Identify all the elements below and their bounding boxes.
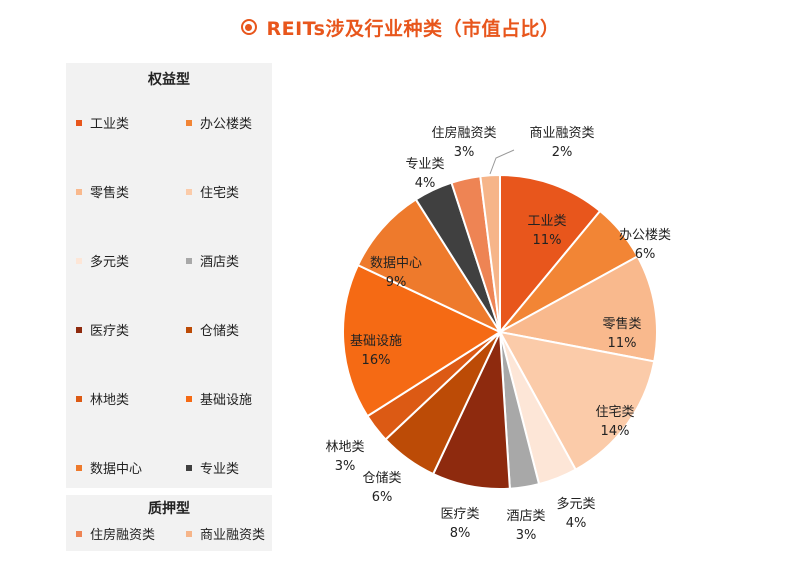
legend-label: 基础设施 xyxy=(200,393,253,408)
pie-slice xyxy=(499,173,602,335)
slice-category-label: 仓储类 xyxy=(362,471,401,486)
legend-equity-heading: 权益型 xyxy=(148,72,190,88)
slice-value-label: 3% xyxy=(516,528,537,543)
legend-item: 住房融资类 xyxy=(76,524,155,543)
legend-item: 商业融资类 xyxy=(186,524,265,543)
slice-value-label: 4% xyxy=(566,516,587,531)
legend-label: 住房融资类 xyxy=(90,528,156,543)
pie-slice xyxy=(356,198,503,335)
pie-slice xyxy=(341,263,503,418)
legend-swatch xyxy=(186,464,192,471)
slice-value-label: 3% xyxy=(454,145,475,160)
slice-category-label: 住宅类 xyxy=(595,405,634,420)
legend-mortgage-heading: 质押型 xyxy=(148,501,190,517)
legend-item: 零售类 xyxy=(76,182,129,201)
slice-category-label: 林地类 xyxy=(325,440,364,455)
slice-value-label: 11% xyxy=(533,233,562,248)
legend-item: 仓储类 xyxy=(186,320,239,339)
legend-swatch xyxy=(186,257,192,264)
legend-swatch xyxy=(186,395,192,402)
legend-label: 数据中心 xyxy=(90,462,143,477)
chart-title: REITs涉及行业种类（市值占比） xyxy=(266,17,560,40)
slice-value-label: 9% xyxy=(386,275,407,290)
legend-item: 基础设施 xyxy=(186,389,252,408)
legend-label: 零售类 xyxy=(90,186,130,201)
pie-slice xyxy=(497,255,659,363)
legend-item: 办公楼类 xyxy=(186,113,252,132)
slice-category-label: 零售类 xyxy=(602,316,641,332)
slice-category-label: 专业类 xyxy=(405,157,444,172)
slice-category-label: 基础设施 xyxy=(350,334,402,349)
legend-equity-panel: 权益型 工业类 办公楼类零售类 住宅类多元类 酒店类医疗类 仓储类林地类 基础设施数据中心… xyxy=(66,63,272,488)
slice-category-label: 住房融资类 xyxy=(431,125,496,141)
legend-item: 住宅类 xyxy=(186,182,239,201)
legend-swatch xyxy=(186,188,192,195)
legend-item: 医疗类 xyxy=(76,320,129,339)
slice-value-label: 2% xyxy=(552,145,573,160)
legend-label: 酒店类 xyxy=(200,255,240,270)
slice-value-label: 14% xyxy=(601,424,630,439)
legend-swatch xyxy=(76,395,82,402)
legend-item: 多元类 xyxy=(76,251,129,270)
legend-swatch xyxy=(76,530,82,537)
legend-label: 林地类 xyxy=(90,393,130,408)
title-bullet-icon xyxy=(240,19,257,35)
legend-swatch xyxy=(76,188,82,195)
slice-value-label: 11% xyxy=(608,336,637,351)
slice-value-label: 4% xyxy=(415,176,436,191)
slice-value-label: 16% xyxy=(362,353,391,368)
slice-value-label: 8% xyxy=(450,526,471,541)
pie-leader-lines xyxy=(489,149,515,175)
legend-swatch xyxy=(76,464,82,471)
legend-label: 多元类 xyxy=(90,255,130,270)
slice-category-label: 多元类 xyxy=(556,496,595,512)
legend-label: 仓储类 xyxy=(200,324,240,339)
slice-category-label: 办公楼类 xyxy=(619,228,671,243)
slice-category-label: 酒店类 xyxy=(506,509,545,524)
legend-label: 工业类 xyxy=(90,117,130,132)
pie-slices xyxy=(341,173,659,490)
pie-slice xyxy=(479,173,501,333)
legend-item: 林地类 xyxy=(76,389,129,408)
legend-label: 医疗类 xyxy=(90,324,130,339)
legend-item: 专业类 xyxy=(186,458,239,477)
legend-label: 专业类 xyxy=(200,462,240,477)
legend-swatch xyxy=(76,119,82,126)
legend-swatch xyxy=(76,326,82,333)
slice-category-label: 医疗类 xyxy=(440,507,479,522)
legend-swatch xyxy=(186,530,192,537)
slice-category-label: 工业类 xyxy=(527,214,566,229)
legend-swatch xyxy=(76,257,82,264)
leader-line xyxy=(489,149,515,175)
slice-category-label: 商业融资类 xyxy=(529,126,594,141)
legend-item: 酒店类 xyxy=(186,251,239,270)
slice-value-label: 3% xyxy=(335,459,356,474)
legend-label: 办公楼类 xyxy=(200,117,253,132)
legend-mortgage-panel: 质押型 住房融资类 商业融资类 xyxy=(66,495,272,551)
slice-value-label: 6% xyxy=(635,247,656,262)
slice-category-label: 数据中心 xyxy=(370,256,422,271)
chart-title-row: REITs涉及行业种类（市值占比） xyxy=(0,12,800,42)
legend-swatch xyxy=(186,326,192,333)
legend-item: 数据中心 xyxy=(76,458,142,477)
legend-item: 工业类 xyxy=(76,113,129,132)
pie-chart: 工业类 11% 办公楼类 6% 零售类 11% 住宅类 14% 多元类 4% 酒店类 3% 医疗类 8% 仓… xyxy=(325,125,671,543)
legend-swatch xyxy=(186,119,192,126)
pie-slice xyxy=(498,330,656,471)
slice-value-label: 6% xyxy=(372,490,393,505)
pie-labels: 工业类 11% 办公楼类 6% 零售类 11% 住宅类 14% 多元类 4% 酒店类 3% 医疗类 8% 仓… xyxy=(325,125,671,543)
legend-label: 住宅类 xyxy=(200,186,240,201)
legend-label: 商业融资类 xyxy=(200,528,266,543)
